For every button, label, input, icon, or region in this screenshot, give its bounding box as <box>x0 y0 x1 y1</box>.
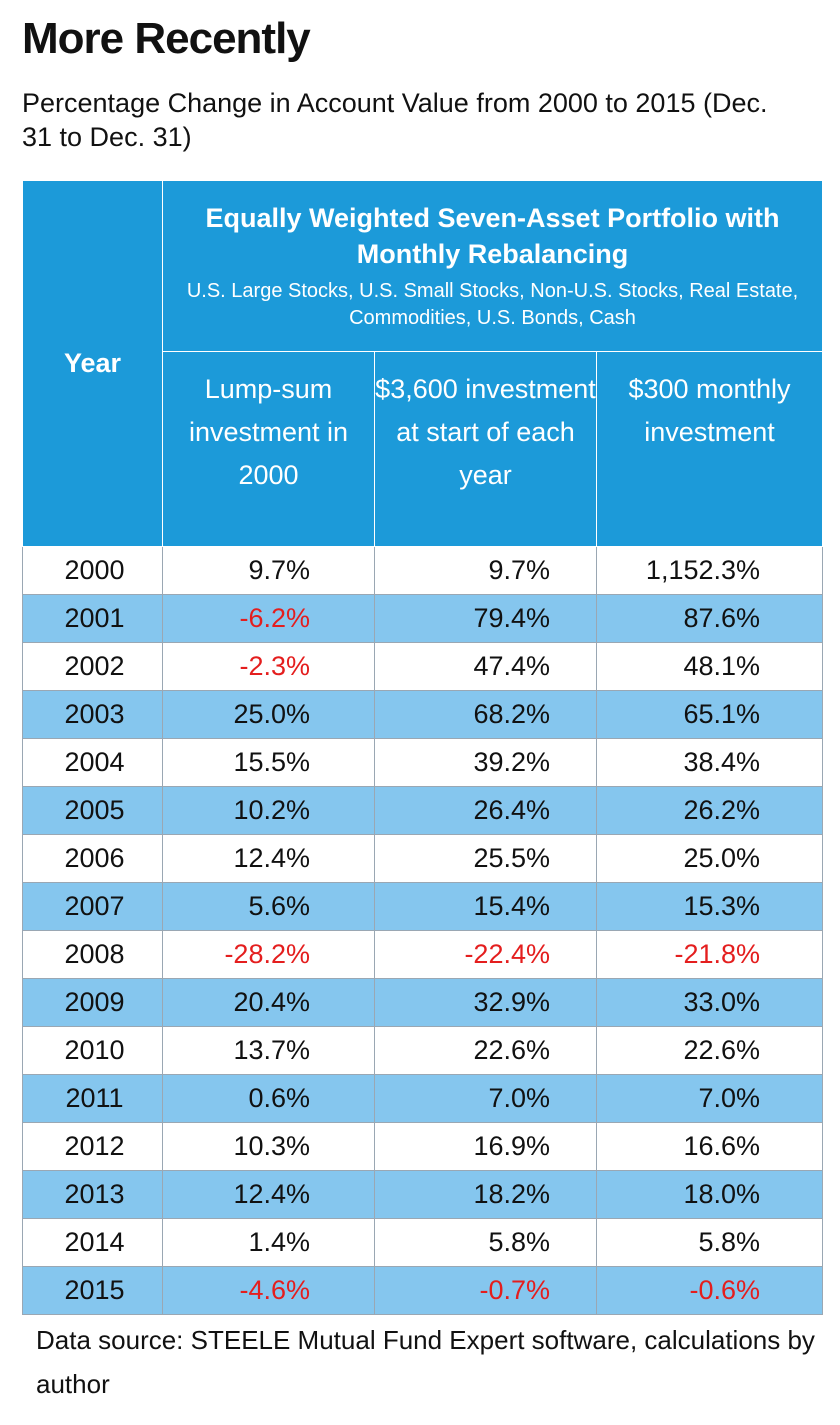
value-cell: 47.4% <box>374 642 597 691</box>
value-cell: 33.0% <box>595 978 824 1027</box>
year-column-header: Year <box>22 180 163 547</box>
value-cell: 20.4% <box>162 978 375 1027</box>
value-cell: 26.2% <box>595 786 824 835</box>
value-cell: 25.0% <box>595 834 824 883</box>
table-row: 2003 25.0% 68.2% 65.1% <box>22 690 824 739</box>
value-cell: 32.9% <box>374 978 597 1027</box>
data-source-note: Data source: STEELE Mutual Fund Expert s… <box>36 1325 815 1399</box>
table-row: 2007 5.6% 15.4% 15.3% <box>22 882 824 931</box>
page-title: More Recently <box>22 14 311 63</box>
column-header-lump-sum: Lump-sum investment in 2000 <box>162 351 375 547</box>
year-cell: 2012 <box>22 1122 163 1171</box>
value-cell: -6.2% <box>162 594 375 643</box>
year-cell: 2008 <box>22 930 163 979</box>
table-row: 2012 10.3% 16.9% 16.6% <box>22 1122 824 1171</box>
value-cell: 65.1% <box>595 690 824 739</box>
value-cell: 16.6% <box>595 1122 824 1171</box>
value-cell: 9.7% <box>162 546 375 595</box>
value-cell: 5.6% <box>162 882 375 931</box>
value-cell: 68.2% <box>374 690 597 739</box>
portfolio-group-header: Equally Weighted Seven-Asset Portfolio w… <box>161 180 824 352</box>
value-cell: 9.7% <box>374 546 597 595</box>
year-cell: 2009 <box>22 978 163 1027</box>
value-cell: 18.0% <box>595 1170 824 1219</box>
table-row: 2009 20.4% 32.9% 33.0% <box>22 978 824 1027</box>
value-cell: 10.3% <box>162 1122 375 1171</box>
year-cell: 2006 <box>22 834 163 883</box>
table-row: 2004 15.5% 39.2% 38.4% <box>22 738 824 787</box>
year-cell: 2003 <box>22 690 163 739</box>
value-cell: 18.2% <box>374 1170 597 1219</box>
table-body: 2000 9.7% 9.7% 1,152.3% 2001 -6.2% 79.4% 87.6% 2… <box>22 546 824 1315</box>
year-cell: 2015 <box>22 1266 163 1315</box>
table-row: 2013 12.4% 18.2% 18.0% <box>22 1170 824 1219</box>
table-row: 2000 9.7% 9.7% 1,152.3% <box>22 546 824 595</box>
year-cell: 2001 <box>22 594 163 643</box>
table-row: 2002 -2.3% 47.4% 48.1% <box>22 642 824 691</box>
value-cell: 1,152.3% <box>595 546 824 595</box>
value-cell: 38.4% <box>595 738 824 787</box>
value-cell: 79.4% <box>374 594 597 643</box>
value-cell: 1.4% <box>162 1218 375 1267</box>
value-cell: 0.6% <box>162 1074 375 1123</box>
portfolio-title: Equally Weighted Seven-Asset Portfolio w… <box>205 203 780 269</box>
value-cell: -21.8% <box>595 930 824 979</box>
page-subtitle: Percentage Change in Account Value from … <box>22 88 768 152</box>
table-row: 2014 1.4% 5.8% 5.8% <box>22 1218 824 1267</box>
value-cell: 15.5% <box>162 738 375 787</box>
year-cell: 2010 <box>22 1026 163 1075</box>
value-cell: 15.3% <box>595 882 824 931</box>
table-row: 2011 0.6% 7.0% 7.0% <box>22 1074 824 1123</box>
table-row: 2010 13.7% 22.6% 22.6% <box>22 1026 824 1075</box>
value-cell: 39.2% <box>374 738 597 787</box>
year-cell: 2002 <box>22 642 163 691</box>
table-row: 2008 -28.2% -22.4% -21.8% <box>22 930 824 979</box>
year-cell: 2013 <box>22 1170 163 1219</box>
value-cell: 26.4% <box>374 786 597 835</box>
year-cell: 2007 <box>22 882 163 931</box>
table-row: 2001 -6.2% 79.4% 87.6% <box>22 594 824 643</box>
year-cell: 2000 <box>22 546 163 595</box>
year-cell: 2014 <box>22 1218 163 1267</box>
value-cell: 22.6% <box>595 1026 824 1075</box>
value-cell: 48.1% <box>595 642 824 691</box>
column-header-annual-investment: $3,600 investment at start of each year <box>374 351 597 547</box>
table-row: 2005 10.2% 26.4% 26.2% <box>22 786 824 835</box>
column-header-monthly-investment: $300 monthly investment <box>595 351 824 547</box>
value-cell: 16.9% <box>374 1122 597 1171</box>
year-cell: 2011 <box>22 1074 163 1123</box>
table-header: Year Equally Weighted Seven-Asset Portfo… <box>22 180 824 547</box>
value-cell: 25.5% <box>374 834 597 883</box>
value-cell: 7.0% <box>595 1074 824 1123</box>
value-cell: -0.7% <box>374 1266 597 1315</box>
value-cell: -22.4% <box>374 930 597 979</box>
value-cell: -28.2% <box>162 930 375 979</box>
value-cell: 7.0% <box>374 1074 597 1123</box>
value-cell: 87.6% <box>595 594 824 643</box>
value-cell: 10.2% <box>162 786 375 835</box>
value-cell: 5.8% <box>374 1218 597 1267</box>
year-cell: 2005 <box>22 786 163 835</box>
table-row: 2006 12.4% 25.5% 25.0% <box>22 834 824 883</box>
value-cell: 12.4% <box>162 1170 375 1219</box>
portfolio-assets: U.S. Large Stocks, U.S. Small Stocks, No… <box>186 280 799 329</box>
value-cell: 25.0% <box>162 690 375 739</box>
value-cell: -4.6% <box>162 1266 375 1315</box>
value-cell: -0.6% <box>595 1266 824 1315</box>
value-cell: 12.4% <box>162 834 375 883</box>
year-cell: 2004 <box>22 738 163 787</box>
value-cell: 22.6% <box>374 1026 597 1075</box>
value-cell: 13.7% <box>162 1026 375 1075</box>
returns-table: Year Equally Weighted Seven-Asset Portfo… <box>22 180 824 1315</box>
value-cell: 5.8% <box>595 1218 824 1267</box>
value-cell: 15.4% <box>374 882 597 931</box>
value-cell: -2.3% <box>162 642 375 691</box>
table-row: 2015 -4.6% -0.7% -0.6% <box>22 1266 824 1315</box>
